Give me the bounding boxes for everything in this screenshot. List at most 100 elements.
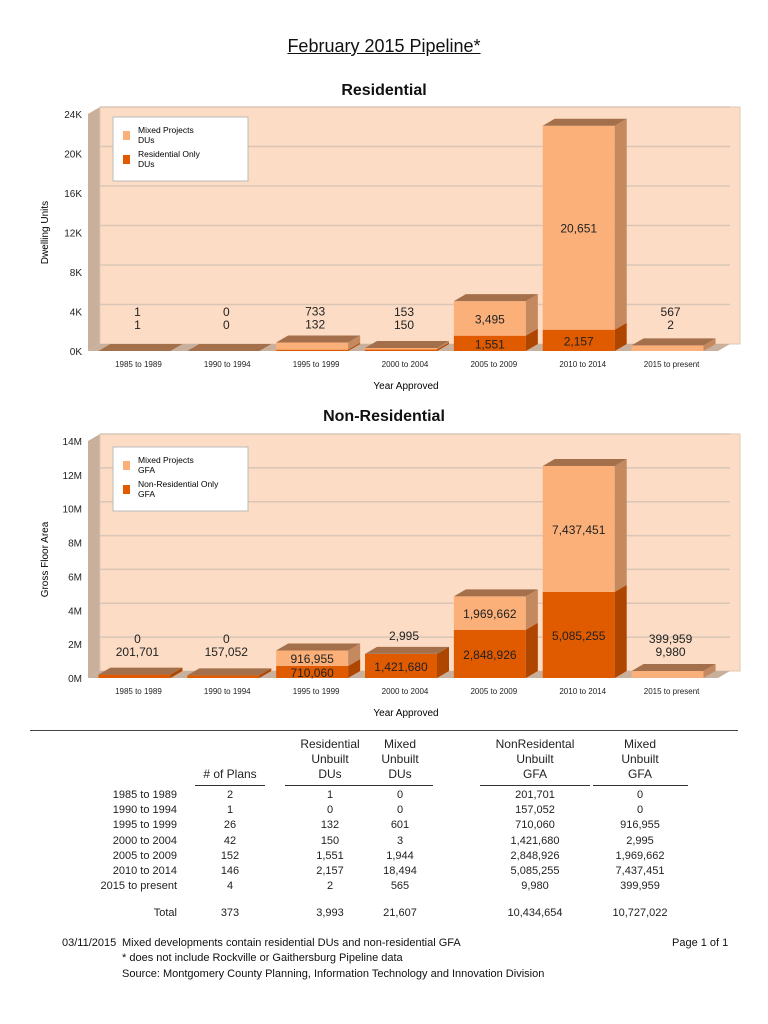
bar-top	[631, 664, 716, 672]
y-axis-label: Gross Floor Area	[40, 521, 51, 597]
table-cell: 2,848,926	[510, 849, 560, 862]
legend-swatch	[123, 131, 130, 140]
footer-note: Mixed developments contain residential D…	[122, 937, 461, 949]
table-cell: 146	[220, 865, 240, 877]
column-header-line: Unbuilt	[621, 752, 659, 766]
bar-top	[276, 335, 361, 343]
bar-segment	[365, 348, 437, 350]
chart-title-residential: Residential	[341, 82, 427, 99]
footer-page: Page 1 of 1	[672, 937, 729, 949]
data-label: 0	[223, 305, 230, 319]
bar-top	[98, 343, 183, 351]
bar-segment	[542, 591, 615, 678]
data-label: 2,157	[564, 334, 594, 348]
y-tick-label: 8M	[68, 539, 82, 550]
legend-swatch	[123, 485, 130, 494]
legend	[112, 446, 249, 512]
x-tick-label: 2010 to 2014	[559, 360, 606, 369]
legend	[112, 116, 249, 182]
bar-side	[170, 667, 183, 678]
row-label: 2010 to 2014	[112, 865, 177, 877]
table-cell: 132	[320, 819, 340, 832]
divider	[30, 730, 738, 731]
data-label: 0	[134, 632, 141, 646]
row-label: 1985 to 1989	[112, 789, 177, 801]
nonresidential-chart: 0M 2M 4M 6M 8M 10M 12M 14M Gross Floor Area Year …	[40, 433, 741, 719]
table-cell: 18,494	[383, 865, 417, 877]
bar-segment	[365, 349, 437, 351]
y-tick-label: 6M	[68, 572, 82, 583]
bar-segment	[276, 650, 349, 666]
data-label: 1	[134, 305, 141, 319]
table-cell: 0	[396, 789, 404, 801]
chart-title-nonresidential: Non-Residential	[323, 408, 445, 425]
data-label: 1,969,662	[463, 607, 517, 621]
x-tick-label: 2000 to 2004	[382, 360, 429, 369]
y-tick-label: 12M	[63, 471, 82, 482]
row-label: 1990 to 1994	[112, 804, 177, 817]
y-axis-label: Dwelling Units	[40, 201, 51, 264]
table-cell: 1,421,680	[510, 834, 560, 847]
y-tick-label: 0K	[70, 347, 83, 358]
bar-top	[631, 338, 716, 346]
data-label: 1,421,680	[374, 660, 428, 674]
data-label: 0	[223, 632, 230, 646]
legend-label: Non-Residential Only	[138, 479, 219, 489]
bar-segment	[276, 349, 349, 351]
data-label: 733	[305, 304, 325, 318]
column-header-line: NonResidental	[495, 737, 575, 751]
table-cell: 2,157	[316, 865, 344, 877]
table-cell: 0	[636, 789, 644, 801]
column-header: Mixed Unbuilt GFA	[592, 737, 688, 786]
residential-chart: 0K 4K 8K 12K 16K 20K 24K Dwelling Units Year App…	[40, 106, 741, 392]
bar-side	[525, 328, 538, 351]
table-cell: 157,052	[515, 804, 555, 817]
bar-segment	[542, 125, 615, 330]
table-cell: 5,085,255	[510, 865, 560, 877]
data-label: 2,995	[389, 629, 419, 643]
data-label: 399,959	[649, 632, 693, 646]
y-tick-label: 12K	[64, 229, 82, 240]
bar-side	[437, 342, 449, 351]
data-label: 132	[305, 317, 325, 331]
column-header-line: Unbuilt	[516, 752, 554, 766]
column-header-line: Mixed	[623, 737, 656, 751]
y-tick-label: 14M	[63, 437, 82, 448]
column-header-line: GFA	[522, 767, 547, 781]
bar-side	[348, 335, 361, 350]
x-tick-label: 2005 to 2009	[470, 687, 517, 696]
table-cell: 2	[226, 789, 234, 801]
bar-side	[614, 322, 627, 351]
x-tick-label: 1990 to 1994	[204, 687, 251, 696]
bar-side	[614, 118, 627, 330]
data-label: 150	[394, 318, 414, 332]
bar-top	[453, 589, 538, 597]
side-wall	[88, 107, 100, 351]
bar-top	[542, 118, 627, 126]
data-label: 2	[667, 318, 674, 332]
legend-label: DUs	[138, 159, 155, 169]
bar-side	[703, 338, 716, 351]
footer-date: 03/11/2015	[62, 937, 117, 949]
data-label: 567	[661, 305, 681, 319]
column-header: NonResidental Unbuilt GFA	[480, 737, 590, 786]
column-header-line: DUs	[388, 767, 412, 781]
bar-top	[187, 344, 272, 351]
table-cell: 601	[390, 819, 410, 832]
bar-side	[437, 341, 449, 350]
data-label: 153	[394, 305, 414, 319]
y-tick-label: 2M	[68, 640, 82, 651]
y-tick-label: 16K	[64, 189, 82, 200]
bar-side	[525, 622, 538, 678]
bar-top	[187, 668, 272, 676]
table-cell: 0	[326, 804, 334, 817]
bar-segment	[631, 345, 704, 351]
data-label: 9,980	[656, 645, 686, 659]
bar-side	[348, 342, 361, 351]
column-header: Residential Unbuilt DUs	[285, 737, 375, 786]
table-cell: 26	[223, 819, 237, 832]
table-cell: 1	[226, 804, 234, 817]
bar-side	[703, 664, 716, 678]
data-label: 201,701	[116, 645, 160, 659]
x-axis-label: Year Approved	[373, 381, 438, 392]
